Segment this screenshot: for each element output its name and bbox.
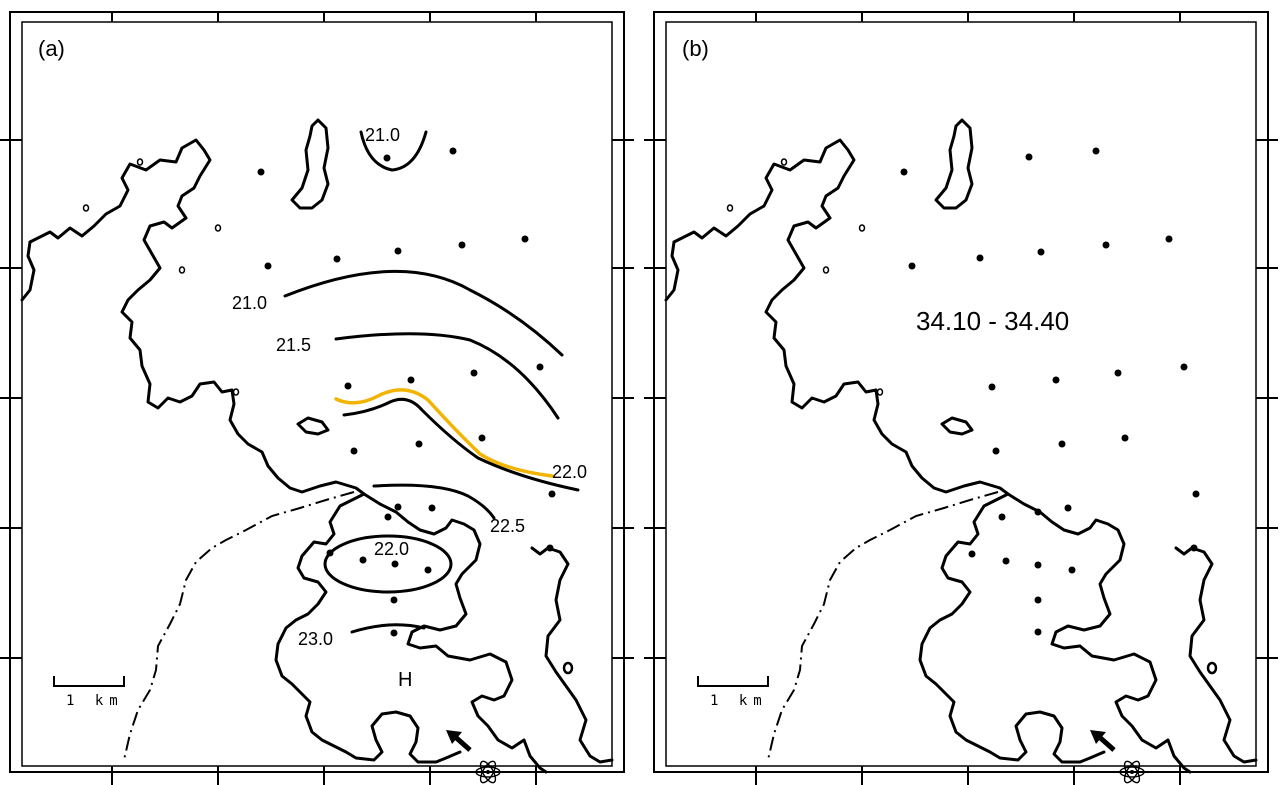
- isotherm-22.0: [342, 397, 580, 492]
- isotherm-label: 22.0: [374, 539, 409, 559]
- isotherm-22.5: [372, 483, 496, 520]
- panel-b: (b) 1 km: [643, 11, 1279, 785]
- isotherm-22.0-highlight: [334, 388, 554, 478]
- panel-letter: (b): [682, 36, 709, 61]
- isotherm-22.0-ellipse: [323, 534, 453, 594]
- isotherm-label: 21.0: [365, 125, 400, 145]
- station-dots: [257, 147, 556, 637]
- isotherm-label: 22.0: [552, 462, 587, 482]
- station-dots: [900, 147, 1200, 636]
- isotherm-label: 23.0: [298, 629, 333, 649]
- isotherm-label: 21.5: [276, 335, 311, 355]
- panel-a: (a) 1 km: [0, 11, 635, 785]
- salinity-range: 34.10 - 34.40: [916, 306, 1069, 336]
- scale-label: 1 km: [710, 693, 768, 709]
- panel-letter: (a): [38, 36, 65, 61]
- isotherm-23.0: [350, 623, 426, 634]
- isotherm-label: 21.0: [232, 293, 267, 313]
- scale-label: 1 km: [66, 693, 124, 709]
- isotherm-21.0: [283, 269, 564, 357]
- isotherm-21.0-cap: [359, 130, 428, 172]
- h-marker: H: [398, 669, 412, 691]
- isotherm-label: 22.5: [490, 516, 525, 536]
- isotherm-21.5: [334, 332, 560, 420]
